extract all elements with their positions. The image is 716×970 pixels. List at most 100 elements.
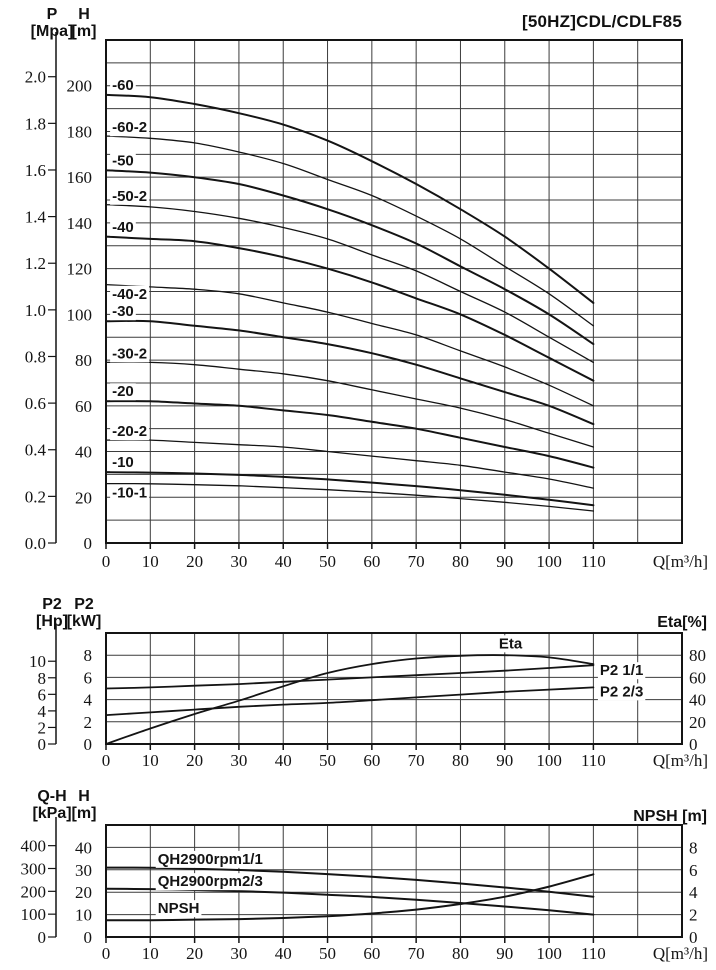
series-curve--30-2: [105, 361, 595, 448]
x-tick-label: 90: [496, 552, 513, 571]
x-tick-label: 70: [408, 751, 425, 770]
right-axis-tick-label: 0: [689, 928, 698, 947]
x-tick-label: 90: [496, 944, 513, 963]
left-axis-tick-label: 10: [75, 906, 92, 925]
x-tick-label: 60: [363, 751, 380, 770]
right-axis-tick-label: 80: [689, 646, 706, 665]
left-axis-tick-label: 120: [67, 260, 93, 279]
left-axis-tick-label: 180: [67, 122, 93, 141]
secondary-axis-tick-label: 1.4: [25, 208, 47, 227]
right-axis-tick-label: 2: [689, 906, 698, 925]
x-tick-label: 30: [230, 944, 247, 963]
right-axis-tick-label: 40: [689, 691, 706, 710]
left-axis-tick-label: 20: [75, 488, 92, 507]
axis-unit: [m]: [71, 23, 97, 40]
left-axis-tick-label: 30: [75, 861, 92, 880]
left-axis-tick-label: 4: [84, 691, 93, 710]
x-tick-label: 30: [230, 751, 247, 770]
secondary-axis-tick-label: 2: [38, 718, 47, 737]
left-axis-tick-label: 0: [84, 534, 93, 553]
plot-border: [105, 39, 683, 544]
x-tick-label: 90: [496, 751, 513, 770]
x-tick-label: 70: [408, 944, 425, 963]
series-label-backing: [110, 119, 150, 137]
x-tick-label: 50: [319, 552, 336, 571]
axis-title: P2: [42, 596, 62, 613]
x-tick-label: 80: [452, 944, 469, 963]
secondary-axis-tick-label: 6: [38, 685, 47, 704]
series-label-QH2900rpm1/1: QH2900rpm1/1: [158, 851, 263, 868]
secondary-axis-tick-label: 1.8: [25, 114, 46, 133]
x-tick-label: 40: [275, 944, 292, 963]
series-label--30: -30: [112, 303, 134, 320]
series-label-backing: [110, 218, 136, 236]
series-curve--40: [105, 235, 595, 382]
x-tick-label: 60: [363, 552, 380, 571]
series-label-backing: [110, 187, 150, 205]
series-label--30-2: -30-2: [112, 345, 147, 362]
left-axis-tick-label: 60: [75, 397, 92, 416]
qh-m-axis-header: H [m]: [64, 788, 104, 822]
axis-unit: [kPa]: [32, 805, 72, 822]
secondary-axis-tick-label: 0: [38, 735, 47, 754]
right-axis-tick-label: 0: [689, 735, 698, 754]
x-tick-label: 10: [142, 751, 159, 770]
x-tick-label: 100: [536, 944, 562, 963]
left-axis-tick-label: 8: [84, 646, 93, 665]
secondary-axis-tick-label: 200: [21, 882, 47, 901]
qh-kpa-axis-header: Q-H [kPa]: [24, 788, 80, 822]
left-axis-tick-label: 40: [75, 838, 92, 857]
axis-title: Q-H: [37, 788, 67, 805]
x-tick-label: 70: [408, 552, 425, 571]
left-axis-tick-label: 200: [67, 77, 93, 96]
x-tick-label: 20: [186, 552, 203, 571]
x-tick-label: 80: [452, 751, 469, 770]
secondary-axis-tick-label: 0.0: [25, 534, 46, 553]
series-label--60-2: -60-2: [112, 119, 147, 136]
secondary-axis-tick-label: 400: [21, 837, 47, 856]
right-axis-tick-label: 8: [689, 838, 698, 857]
power-hp-axis-header: P2 [Hp]: [24, 596, 80, 630]
right-axis-tick-label: 20: [689, 713, 706, 732]
series-curve--60: [105, 93, 595, 304]
x-tick-label: 110: [581, 944, 606, 963]
x-tick-label: 50: [319, 751, 336, 770]
series-label--40: -40: [112, 219, 134, 236]
right-axis-tick-label: 60: [689, 668, 706, 687]
series-label-backing: [155, 873, 265, 891]
series-label-backing: [155, 850, 265, 868]
series-label-backing: [110, 77, 136, 95]
secondary-axis-tick-label: 10: [29, 652, 46, 671]
secondary-axis-tick-label: 300: [21, 859, 47, 878]
secondary-axis-tick-label: 100: [21, 905, 47, 924]
left-axis-tick-label: 20: [75, 883, 92, 902]
axis-title: H: [78, 788, 90, 805]
secondary-axis-tick-label: 0.8: [25, 347, 46, 366]
npsh-axis-header: NPSH [m]: [633, 808, 707, 825]
series-label--40-2: -40-2: [112, 286, 147, 303]
left-axis-tick-label: 0: [84, 735, 93, 754]
x-tick-label: 10: [142, 552, 159, 571]
left-axis-tick-label: 160: [67, 168, 93, 187]
left-axis-tick-label: 100: [67, 305, 93, 324]
x-tick-label: 20: [186, 751, 203, 770]
axis-unit: [kW]: [66, 613, 102, 630]
secondary-axis-tick-label: 1.2: [25, 254, 46, 273]
left-axis-tick-label: 2: [84, 713, 93, 732]
axis-title: P2: [74, 596, 94, 613]
series-label--10: -10: [112, 454, 134, 471]
series-curve--60-2: [105, 135, 595, 327]
series-curve--40-2: [105, 283, 595, 407]
series-label--20: -20: [112, 383, 134, 400]
left-axis-tick-label: 6: [84, 668, 93, 687]
secondary-axis-tick-label: 8: [38, 669, 47, 688]
x-tick-label: 0: [102, 944, 111, 963]
series-curve-P2 2/3: [105, 686, 595, 716]
series-curve--50: [105, 169, 595, 346]
series-label-backing: [110, 423, 150, 441]
series-label-backing: [597, 662, 646, 680]
x-tick-label: 80: [452, 552, 469, 571]
left-axis-tick-label: 140: [67, 214, 93, 233]
series-label-backing: [110, 345, 150, 363]
